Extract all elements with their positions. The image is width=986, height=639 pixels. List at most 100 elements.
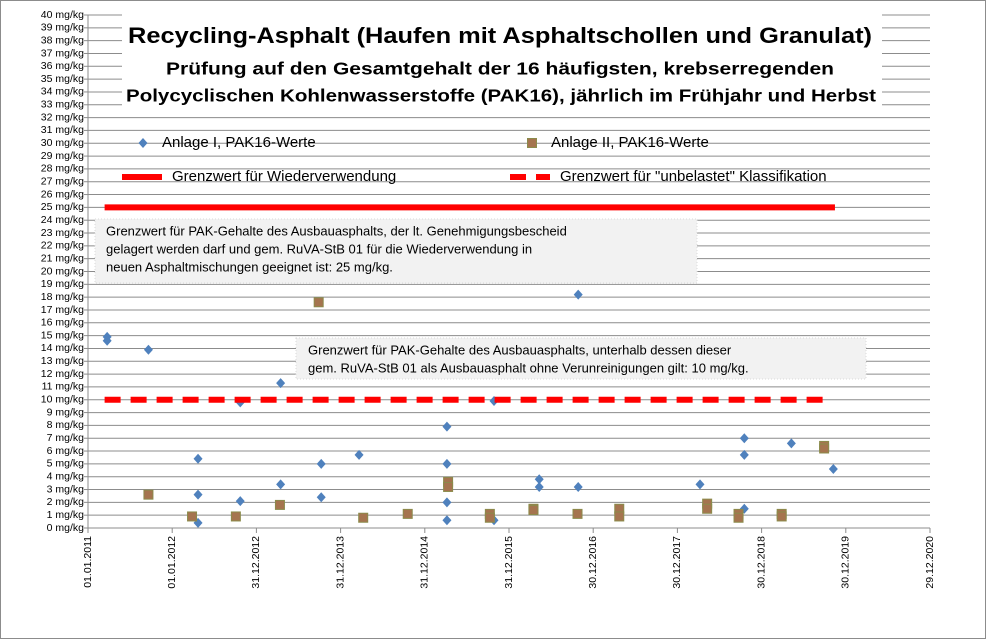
annotation-text: gem. RuVA-StB 01 als Ausbauasphalt ohne … — [308, 360, 749, 375]
annotation-text: Grenzwert für PAK-Gehalte des Ausbauasph… — [106, 223, 567, 238]
data-point — [354, 449, 364, 460]
data-point — [443, 481, 454, 492]
data-point — [484, 512, 495, 523]
y-tick-label: 36 mg/kg — [41, 60, 84, 72]
data-point — [528, 505, 539, 516]
y-tick-label: 24 mg/kg — [41, 214, 84, 226]
y-tick-label: 9 mg/kg — [47, 406, 85, 418]
legend: Anlage I, PAK16-Werte Anlage II, PAK16-We… — [122, 134, 827, 185]
chart-title: Recycling-Asphalt (Haufen mit Asphaltsch… — [128, 23, 872, 48]
y-tick-label: 17 mg/kg — [41, 304, 84, 316]
y-tick-label: 30 mg/kg — [41, 137, 84, 149]
x-tick-label: 01.01.2011 — [82, 536, 94, 588]
data-point — [143, 489, 154, 500]
annotations: Grenzwert für PAK-Gehalte des Ausbauasph… — [94, 218, 867, 380]
annotation-text: Grenzwert für PAK-Gehalte des Ausbauasph… — [308, 342, 732, 357]
plot — [102, 204, 838, 528]
y-tick-label: 18 mg/kg — [41, 291, 84, 303]
x-tick-label: 01.01.2012 — [166, 536, 178, 589]
y-tick-label: 27 mg/kg — [41, 176, 84, 188]
data-point — [276, 479, 286, 490]
x-tick-label: 31.12.2015 — [503, 536, 515, 589]
data-point — [187, 511, 198, 522]
y-tick-label: 39 mg/kg — [41, 22, 84, 34]
x-tick-label: 29.12.2020 — [924, 536, 936, 589]
data-point — [534, 474, 544, 485]
y-tick-label: 8 mg/kg — [47, 419, 85, 431]
x-tick-label: 30.12.2019 — [840, 536, 852, 589]
chart-subtitle: Prüfung auf den Gesamtgehalt der 16 häuf… — [166, 59, 834, 79]
x-tick-label: 31.12.2014 — [419, 536, 431, 589]
data-point — [573, 289, 583, 300]
data-point — [828, 464, 838, 475]
y-tick-label: 10 mg/kg — [41, 394, 84, 406]
data-point — [230, 511, 241, 522]
y-tick-label: 37 mg/kg — [41, 47, 84, 59]
data-point — [358, 512, 369, 523]
y-tick-label: 13 mg/kg — [41, 355, 84, 367]
data-point — [235, 496, 245, 507]
x-tick-label: 31.12.2012 — [250, 536, 262, 589]
y-tick-label: 26 mg/kg — [41, 188, 84, 200]
y-tick-label: 31 mg/kg — [41, 124, 84, 136]
legend-label: Anlage I, PAK16-Werte — [162, 134, 316, 151]
data-point — [739, 449, 749, 460]
data-point — [776, 511, 787, 522]
y-tick-label: 16 mg/kg — [41, 317, 84, 329]
data-point — [614, 511, 625, 522]
annotation-text: neuen Asphaltmischungen geeignet ist: 25… — [106, 259, 393, 274]
y-tick-label: 5 mg/kg — [47, 458, 85, 470]
y-tick-label: 4 mg/kg — [47, 470, 85, 482]
title-backdrop — [122, 14, 882, 114]
data-point — [819, 443, 830, 454]
annotation-text: gelagert werden darf und gem. RuVA-StB 0… — [106, 241, 532, 256]
data-point — [739, 433, 749, 444]
y-tick-label: 23 mg/kg — [41, 227, 84, 239]
legend-swatch — [527, 138, 537, 148]
y-tick-label: 28 mg/kg — [41, 163, 84, 175]
data-point — [695, 479, 705, 490]
legend-label: Grenzwert für "unbelastet" Klassifikatio… — [560, 168, 827, 185]
data-point — [274, 499, 285, 510]
y-tick-label: 22 mg/kg — [41, 240, 84, 252]
data-point — [143, 344, 153, 355]
data-point — [572, 508, 583, 519]
data-point — [442, 458, 452, 469]
data-point — [313, 297, 324, 308]
y-tick-label: 7 mg/kg — [47, 432, 85, 444]
data-point — [702, 503, 713, 514]
y-tick-label: 2 mg/kg — [47, 496, 85, 508]
legend-label: Anlage II, PAK16-Werte — [551, 134, 709, 151]
data-point — [534, 481, 544, 492]
annotation-box — [295, 337, 867, 380]
y-tick-label: 40 mg/kg — [41, 9, 84, 21]
y-tick-label: 35 mg/kg — [41, 73, 84, 85]
data-point — [733, 512, 744, 523]
y-tick-label: 1 mg/kg — [47, 509, 85, 521]
y-tick-label: 34 mg/kg — [41, 86, 84, 98]
y-tick-label: 38 mg/kg — [41, 34, 84, 46]
data-point — [442, 421, 452, 432]
x-tick-label: 30.12.2017 — [671, 536, 683, 589]
data-point — [316, 458, 326, 469]
data-point — [442, 515, 452, 526]
legend-label: Grenzwert für Wiederverwendung — [172, 168, 396, 185]
data-point — [102, 335, 112, 346]
y-tick-label: 25 mg/kg — [41, 201, 84, 213]
y-tick-label: 15 mg/kg — [41, 329, 84, 341]
y-tick-label: 33 mg/kg — [41, 99, 84, 111]
data-point — [193, 489, 203, 500]
y-tick-label: 11 mg/kg — [42, 381, 85, 393]
legend-swatch — [138, 138, 148, 148]
x-tick-label: 30.12.2016 — [587, 536, 599, 589]
y-tick-label: 29 mg/kg — [41, 150, 84, 162]
data-point — [442, 497, 452, 508]
chart-subtitle: Polycyclischen Kohlenwasserstoffe (PAK16… — [126, 86, 876, 106]
y-tick-label: 14 mg/kg — [41, 342, 84, 354]
x-tick-label: 30.12.2018 — [755, 536, 767, 589]
y-tick-label: 21 mg/kg — [41, 252, 84, 264]
data-point — [573, 481, 583, 492]
data-point — [316, 492, 326, 503]
y-tick-label: 0 mg/kg — [47, 522, 85, 534]
